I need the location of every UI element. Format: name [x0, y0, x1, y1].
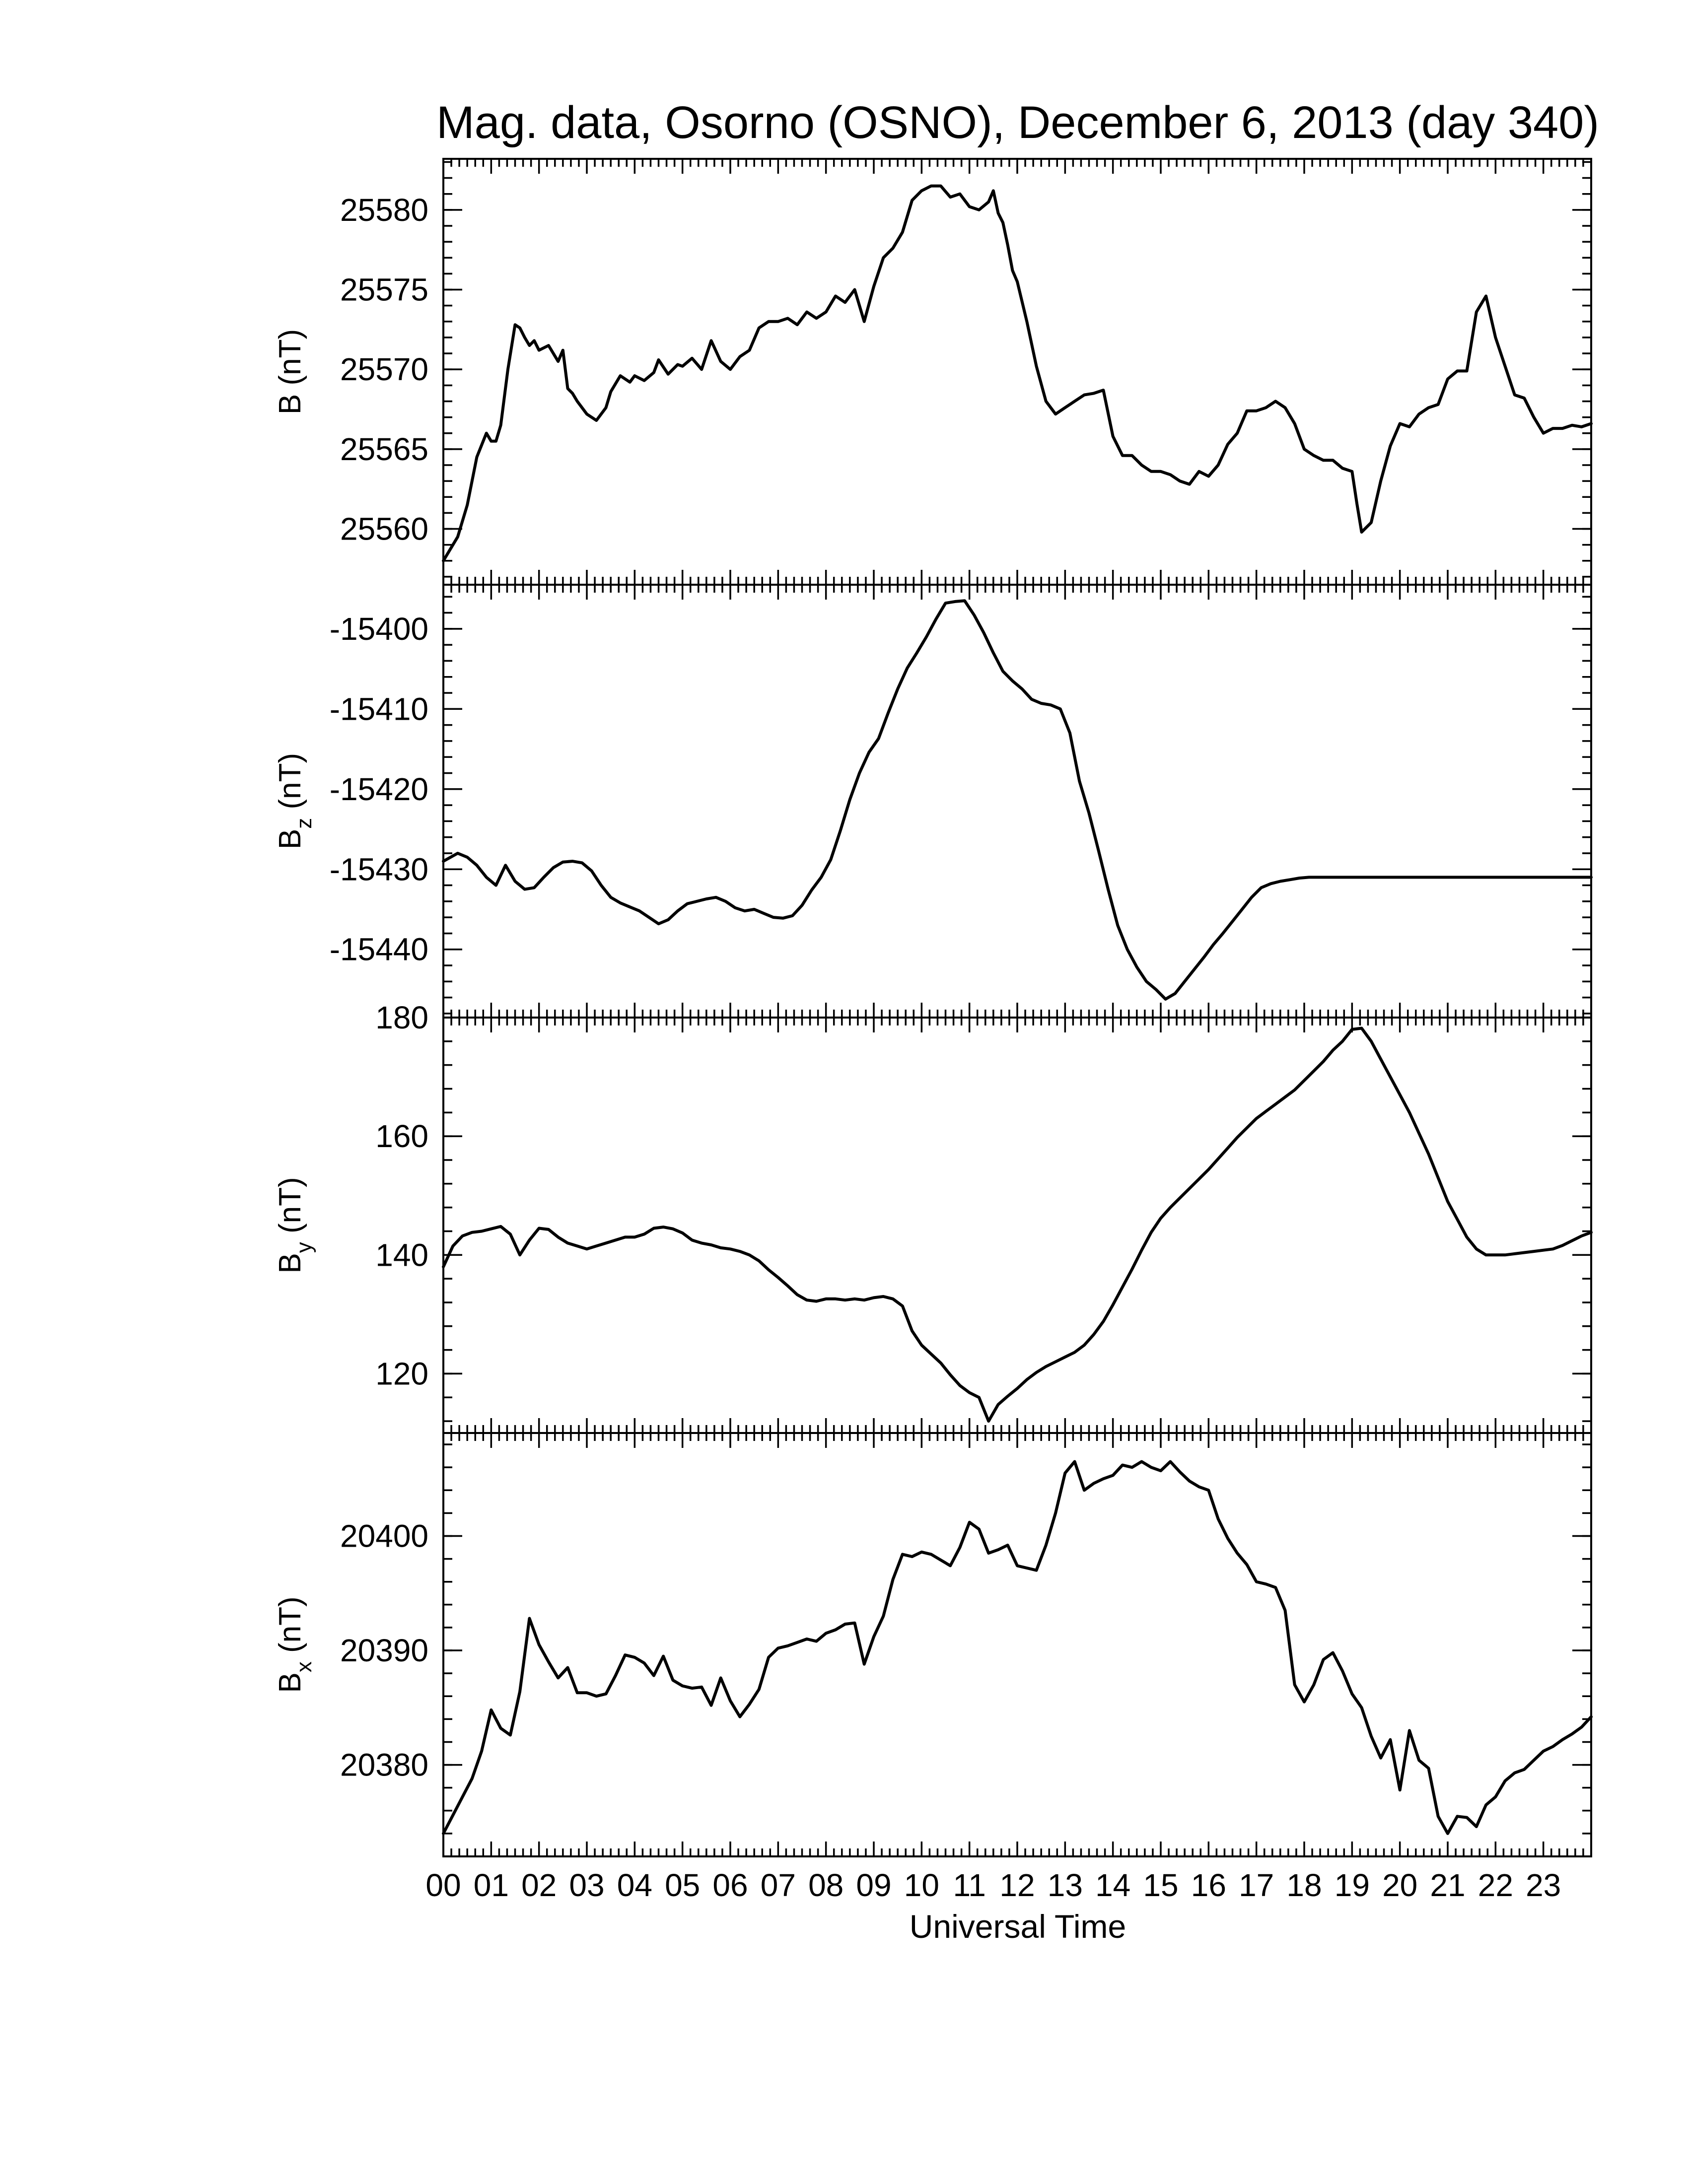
- x-axis-title: Universal Time: [910, 1908, 1126, 1945]
- series-line-B: [442, 184, 1593, 562]
- x-tick-label: 11: [953, 1867, 985, 1903]
- x-tick-label: 03: [569, 1867, 604, 1903]
- y-tick-label: 180: [375, 1000, 428, 1035]
- y-tick-label: 25565: [340, 431, 428, 467]
- series-line-Bz: [442, 599, 1593, 1001]
- panel-Bz-frame: [442, 584, 1592, 1019]
- y-tick-label: 20400: [340, 1518, 428, 1554]
- x-tick-label: 19: [1335, 1867, 1370, 1903]
- panel-Bz: -15440 -15430 -15420 -15410 -15400 Bz (nT): [273, 584, 1593, 1019]
- x-tick-label: 17: [1239, 1867, 1274, 1903]
- x-tick-label: 07: [761, 1867, 796, 1903]
- x-tick-label: 21: [1430, 1867, 1465, 1903]
- x-tick-label: 23: [1526, 1867, 1561, 1903]
- panel-Bx: 20380 20390 20400 Bx (nT): [273, 1432, 1593, 1857]
- x-tick-label: 10: [904, 1867, 939, 1903]
- y-tick-label: 120: [375, 1356, 428, 1391]
- x-tick-label: 13: [1048, 1867, 1083, 1903]
- panel-By: 120 140 160 180 By (nT): [273, 1000, 1593, 1434]
- y-tick-label: 140: [375, 1237, 428, 1273]
- panel-By-frame: [442, 1017, 1592, 1434]
- x-tick-label: 22: [1478, 1867, 1513, 1903]
- x-tick-label: 09: [856, 1867, 891, 1903]
- y-tick-label: -15400: [330, 611, 428, 647]
- y-tick-label: 25580: [340, 192, 428, 228]
- y-tick-label: -15420: [330, 771, 428, 807]
- series-line-Bx: [442, 1460, 1593, 1835]
- x-tick-label: 20: [1382, 1867, 1417, 1903]
- y-tick-label: 20380: [340, 1747, 428, 1783]
- panel-B: 25560 25565 25570 25575 25580 B (nT): [273, 158, 1593, 586]
- y-tick-label: -15410: [330, 691, 428, 727]
- y-tick-label: -15430: [330, 851, 428, 887]
- y-tick-label: 25560: [340, 511, 428, 547]
- x-tick-label: 18: [1286, 1867, 1322, 1903]
- x-tick-label: 04: [617, 1867, 652, 1903]
- series-line-By: [442, 1026, 1593, 1423]
- chart-title: Mag. data, Osorno (OSNO), December 6, 20…: [436, 97, 1599, 148]
- x-tick-label: 08: [808, 1867, 844, 1903]
- y-tick-label: -15440: [330, 932, 428, 967]
- x-tick-label: 02: [521, 1867, 557, 1903]
- panel-B-frame: [442, 158, 1592, 586]
- y-axis-title-B: B (nT): [273, 329, 307, 414]
- y-tick-label: 20390: [340, 1633, 428, 1668]
- x-tick-label: 16: [1191, 1867, 1226, 1903]
- x-tick-label: 06: [712, 1867, 748, 1903]
- x-tick-label: 00: [425, 1867, 461, 1903]
- y-axis-title-Bx: Bx (nT): [273, 1596, 316, 1693]
- y-axis-title-Bz: Bz (nT): [273, 753, 316, 849]
- y-tick-label: 25575: [340, 272, 428, 308]
- x-tick-label: 12: [999, 1867, 1035, 1903]
- y-tick-label: 160: [375, 1118, 428, 1154]
- y-tick-label: 25570: [340, 351, 428, 387]
- y-axis-title-By: By (nT): [273, 1177, 316, 1273]
- x-tick-label: 05: [665, 1867, 700, 1903]
- panel-Bx-frame: [442, 1432, 1592, 1857]
- x-tick-label: 01: [474, 1867, 509, 1903]
- x-tick-label: 14: [1095, 1867, 1130, 1903]
- x-tick-label: 15: [1143, 1867, 1178, 1903]
